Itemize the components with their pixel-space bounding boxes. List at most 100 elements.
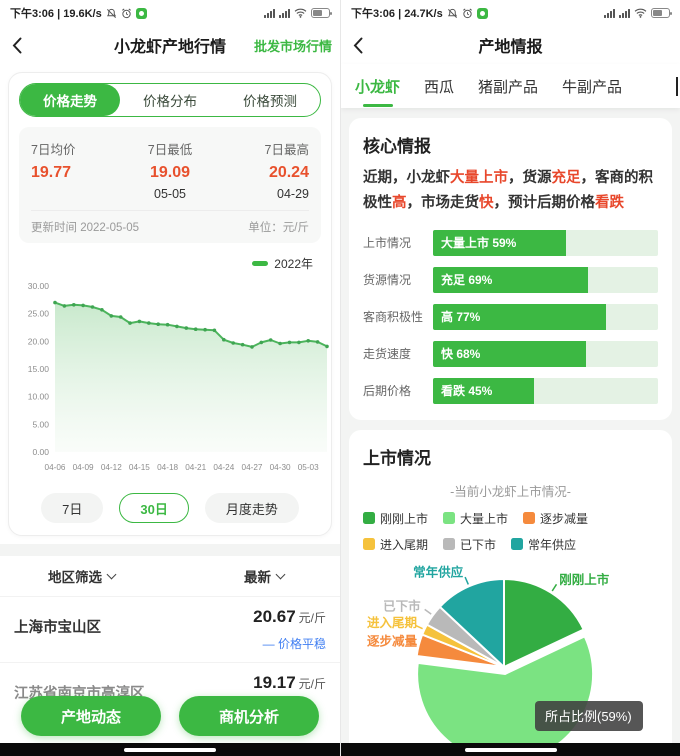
category-tab-猪副产品[interactable]: 猪副产品 <box>478 78 539 96</box>
chevron-down-icon <box>106 569 117 579</box>
legend-swatch-icon <box>511 538 524 551</box>
back-button[interactable] <box>341 33 373 58</box>
pie-tooltip: 所占比例(59%) <box>545 709 632 724</box>
sort-label: 最新 <box>244 570 271 585</box>
legend-swatch-icon <box>363 538 375 551</box>
svg-text:30.00: 30.00 <box>28 281 50 291</box>
chevron-down-icon <box>275 569 286 579</box>
price-list-row[interactable]: 上海市宝山区 20.67 元/斤 — 价格平稳 <box>0 596 340 662</box>
pie-legend-item-逐步减量[interactable]: 逐步减量 <box>523 510 588 527</box>
core-intel-text: 近期，小龙虾大量上市，货源充足，客商的积极性高，市场走货快，预计后期价格看跌 <box>363 166 658 217</box>
sort-dropdown[interactable]: 最新 <box>244 566 286 586</box>
battery-icon <box>651 8 672 18</box>
legend-swatch-icon <box>443 512 456 525</box>
svg-text:04-06: 04-06 <box>45 463 66 472</box>
trend-flat-label: — 价格平稳 <box>262 637 326 651</box>
indicator-label: 走货速度 <box>363 347 412 362</box>
pie-legend-item-刚刚上市[interactable]: 刚刚上市 <box>363 510 428 527</box>
min-price-label: 7日最低 <box>147 143 193 157</box>
core-intel-heading: 核心情报 <box>363 137 431 156</box>
category-tab-西瓜[interactable]: 西瓜 <box>424 78 455 96</box>
avg-price-label: 7日均价 <box>31 143 76 157</box>
highlight-term: 看跌 <box>595 195 624 212</box>
period-button-30日[interactable]: 30日 <box>119 493 189 523</box>
status-time-speed: 下午3:06 | 24.7K/s <box>351 8 443 20</box>
market-status-pie-chart: 刚刚上市大量上市逐步减量进入尾期已下市常年供应所占比例(59%) <box>367 564 643 743</box>
pie-legend-item-大量上市[interactable]: 大量上市 <box>443 510 508 527</box>
svg-text:0.00: 0.00 <box>32 447 49 457</box>
wifi-icon <box>634 8 647 18</box>
action-button-产地动态[interactable]: 产地动态 <box>21 696 161 736</box>
price-trend-card: 价格走势 价格分布 价格预测 7日均价 19.77 7日最低 19.09 05-05… <box>8 72 332 536</box>
indicator-label: 客商积极性 <box>363 310 424 325</box>
status-bar: 下午3:06 | 19.6K/s <box>0 0 340 26</box>
category-tab-bar: 小龙虾西瓜猪副产品牛副产品羊 <box>341 64 680 108</box>
pie-slice-label-进入尾期: 进入尾期 <box>367 615 417 630</box>
highlight-term: 充足 <box>551 170 581 186</box>
status-bar: 下午3:06 | 24.7K/s <box>341 0 680 26</box>
text-segment: ，市场走货 <box>406 195 480 212</box>
mute-icon <box>447 8 458 19</box>
legend-dash-icon <box>252 261 269 266</box>
text-segment: ，货源 <box>508 170 552 186</box>
price-cell: 19.17 元/斤 <box>253 673 326 714</box>
svg-text:10.00: 10.00 <box>28 392 50 402</box>
period-button-7日[interactable]: 7日 <box>41 493 104 523</box>
wholesale-market-link[interactable]: 批发市场行情 <box>253 38 332 54</box>
price-unit: 元/斤 <box>298 611 326 625</box>
svg-text:04-30: 04-30 <box>270 463 291 472</box>
price-line: 20.67 元/斤 <box>253 607 326 627</box>
more-categories-button[interactable] <box>672 73 680 99</box>
category-tab-小龙虾[interactable]: 小龙虾 <box>355 76 400 97</box>
back-button[interactable] <box>0 33 32 58</box>
price-value: 19.17 <box>253 673 296 692</box>
indicator-bar-track: 快 68% <box>433 340 658 367</box>
price-tab-价格分布[interactable]: 价格分布 <box>143 94 197 109</box>
home-indicator[interactable] <box>464 747 557 752</box>
indicator-bar-track: 看跌 45% <box>433 377 658 404</box>
price-unit: 元/斤 <box>298 677 326 691</box>
nav-bar: 产地情报 <box>341 26 680 64</box>
svg-text:20.00: 20.00 <box>28 336 50 346</box>
market-status-heading: 上市情况 <box>363 448 431 468</box>
pie-legend-item-常年供应[interactable]: 常年供应 <box>511 536 576 553</box>
page-title: 小龙虾产地行情 <box>113 39 227 56</box>
bottom-action-bar: 产地动态 商机分析 <box>0 696 340 736</box>
cellular-signal-icon <box>264 8 275 18</box>
category-tab-牛副产品[interactable]: 牛副产品 <box>562 78 623 96</box>
unit-label: 单位：元/斤 <box>248 222 309 234</box>
legend-swatch-icon <box>443 538 456 551</box>
indicator-bar-track: 大量上市 59% <box>433 229 658 256</box>
indicator-bar-fill: 看跌 45% <box>433 377 535 404</box>
alarm-icon <box>462 8 473 19</box>
highlight-term: 快 <box>479 195 494 212</box>
market-status-card: 上市情况 -当前小龙虾上市情况- 刚刚上市 大量上市 逐步减量 进入尾期 已下市 常年供应… <box>349 429 672 743</box>
indicator-bar-track: 高 77% <box>433 303 658 330</box>
action-button-商机分析[interactable]: 商机分析 <box>179 696 319 736</box>
highlight-term: 大量上市 <box>450 170 508 186</box>
indicator-bar-row: 走货速度 快 68% <box>363 340 658 367</box>
svg-text:04-15: 04-15 <box>129 463 150 472</box>
price-line: 19.17 元/斤 <box>253 673 326 693</box>
region-filter-dropdown[interactable]: 地区筛选 <box>48 566 117 586</box>
pie-legend-item-进入尾期[interactable]: 进入尾期 <box>363 536 428 553</box>
text-segment: ，客商的积极性 <box>363 170 653 212</box>
period-button-月度走势[interactable]: 月度走势 <box>204 493 299 523</box>
pie-legend-item-已下市[interactable]: 已下市 <box>443 536 496 553</box>
svg-text:04-24: 04-24 <box>213 463 234 472</box>
price-trend-line-chart: 0.00 5.00 10.00 15.00 20.00 25.00 30.00 04-06 04… <box>28 281 329 472</box>
svg-text:04-09: 04-09 <box>73 463 94 472</box>
cellular-signal2-icon <box>279 8 290 18</box>
home-indicator[interactable] <box>124 747 216 752</box>
svg-text:04-12: 04-12 <box>101 463 122 472</box>
price-tab-价格走势[interactable]: 价格走势 <box>20 84 120 116</box>
wifi-icon <box>294 8 307 18</box>
indicator-bar-row: 后期价格 看跌 45% <box>363 377 658 404</box>
legend-label: 进入尾期 <box>380 537 429 552</box>
svg-text:05-03: 05-03 <box>298 463 319 472</box>
legend-swatch-icon <box>363 512 375 525</box>
alarm-icon <box>121 8 132 19</box>
legend-label: 常年供应 <box>528 537 577 552</box>
price-tab-价格预测[interactable]: 价格预测 <box>243 94 297 109</box>
pie-slice-label-常年供应: 常年供应 <box>413 564 464 579</box>
